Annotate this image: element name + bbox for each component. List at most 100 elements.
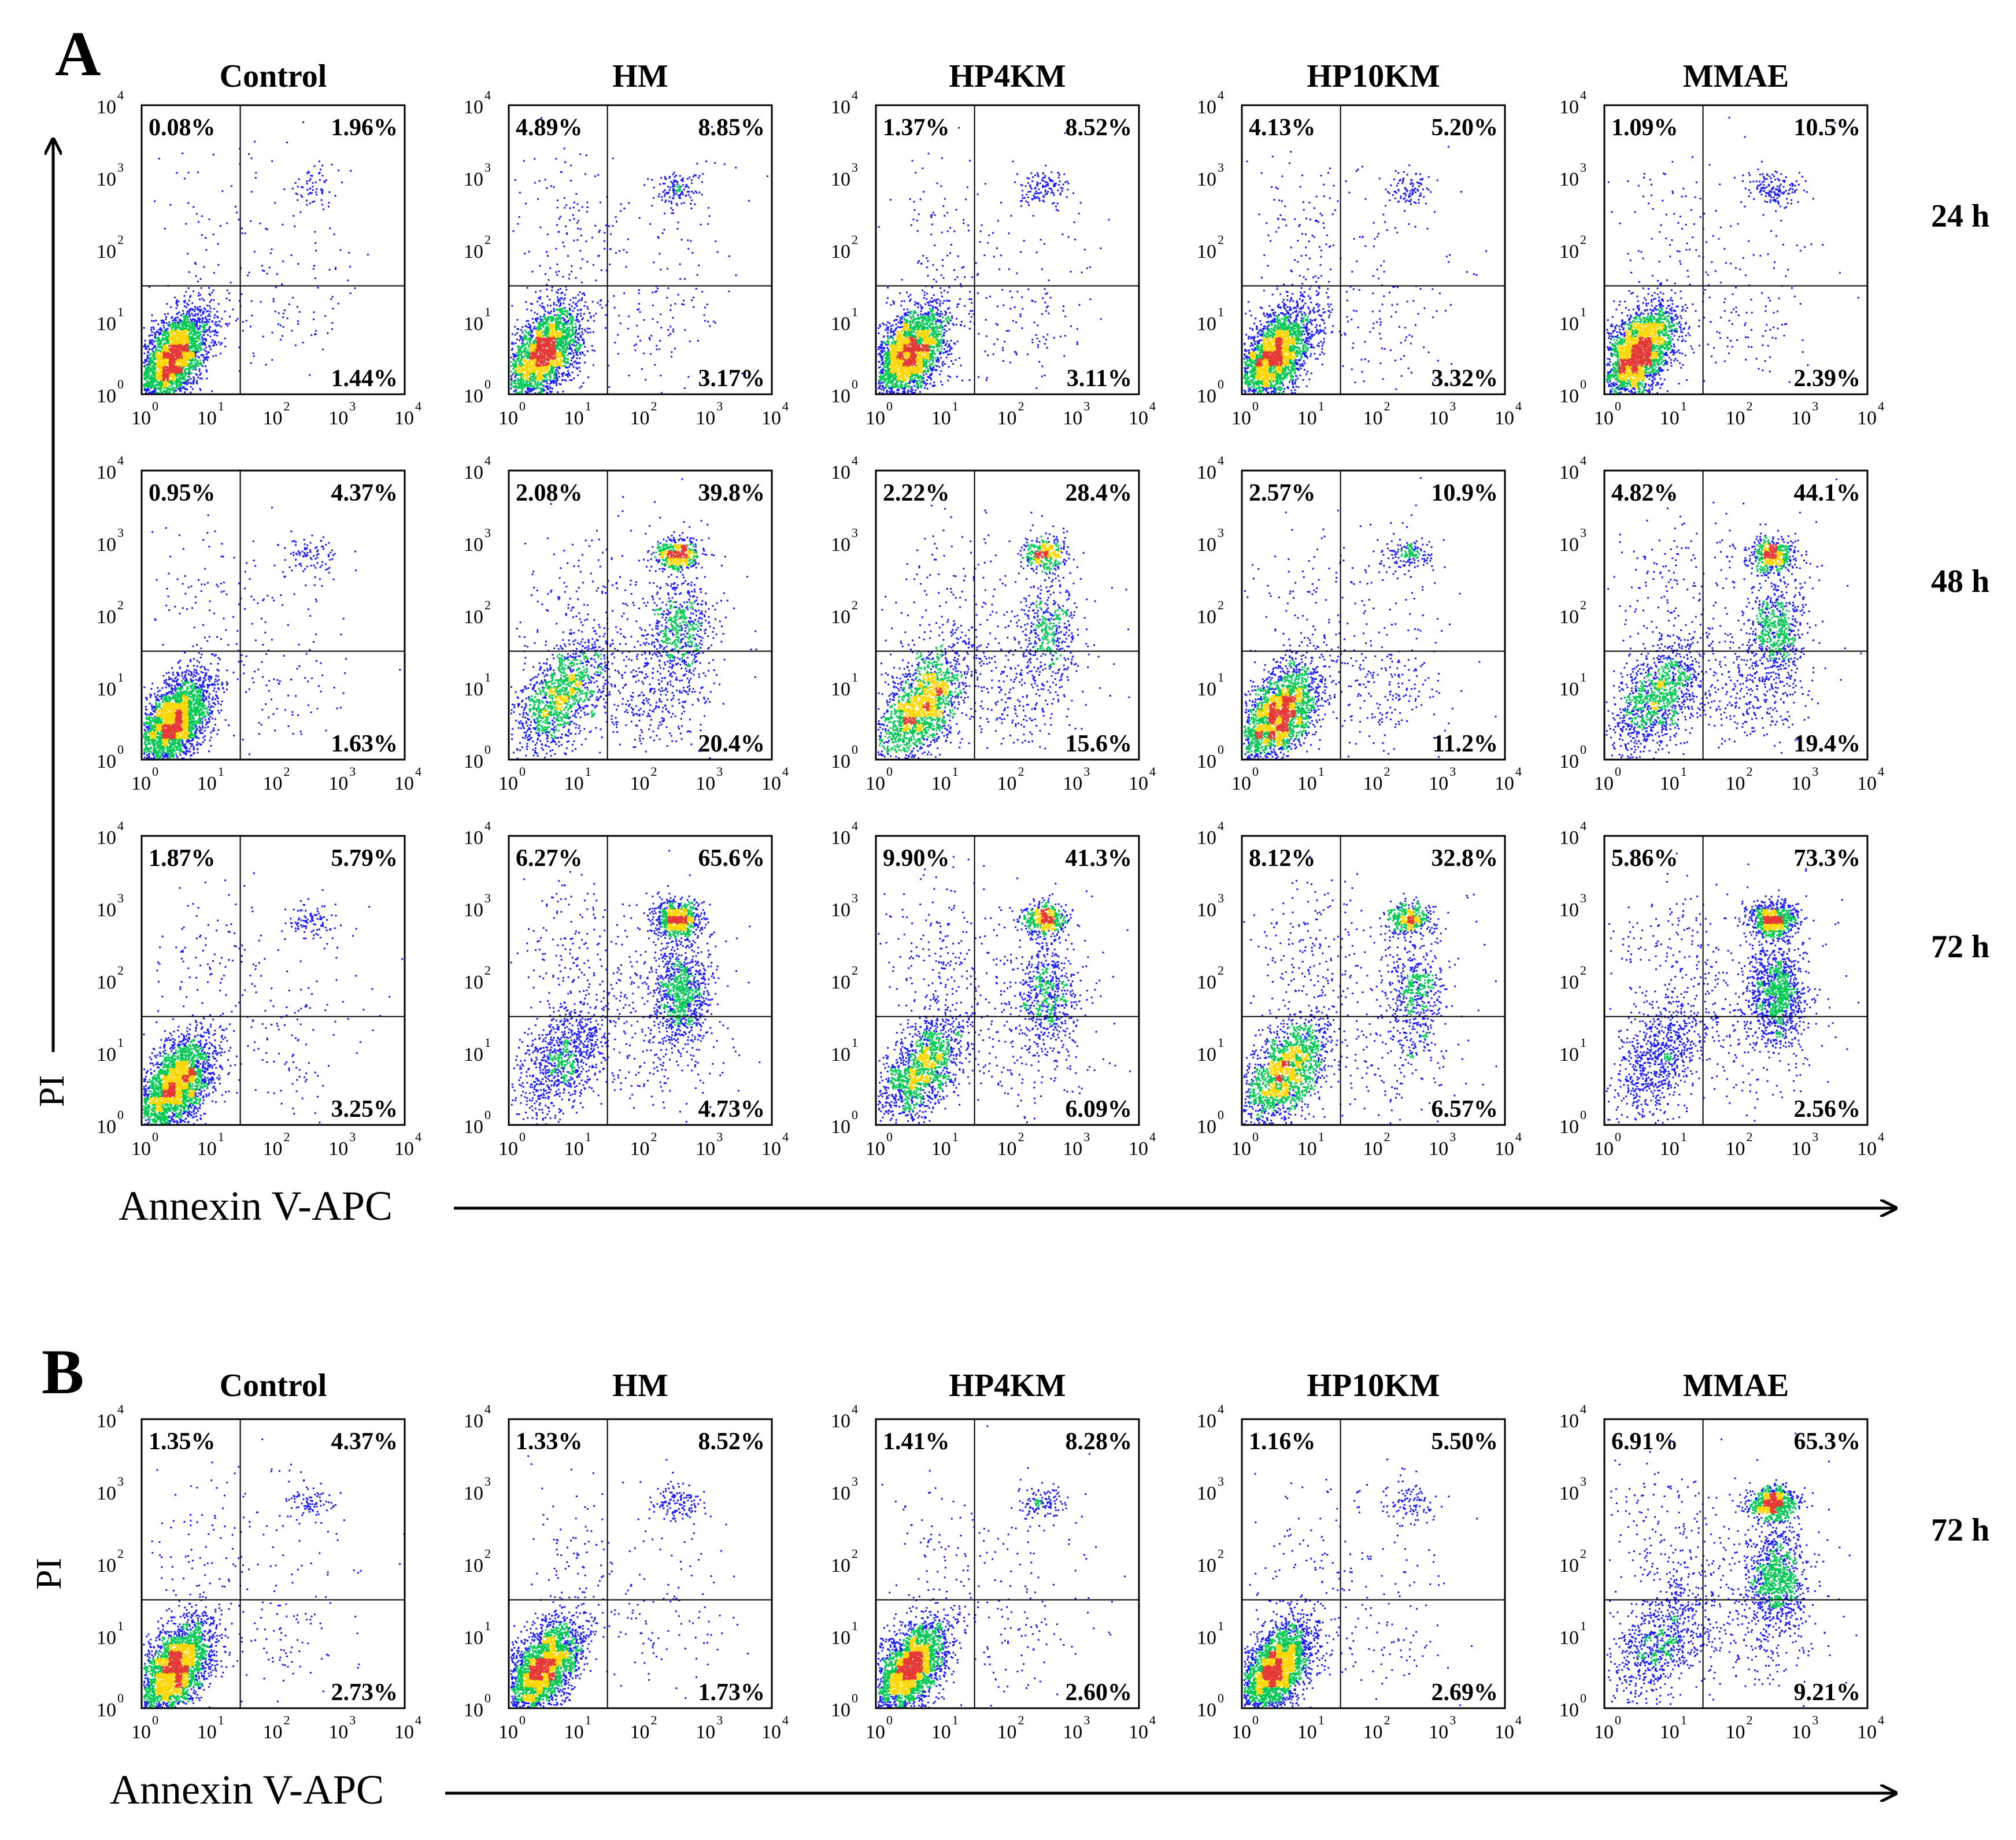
event-dot [199, 306, 201, 308]
event-dot [156, 331, 157, 333]
event-dot [199, 374, 201, 376]
event-dot [201, 309, 202, 310]
event-dot [176, 362, 177, 364]
event-dot [188, 333, 190, 335]
event-dot [205, 347, 207, 349]
event-dot [312, 201, 313, 203]
event-dot [158, 360, 160, 361]
event-dot [172, 341, 174, 343]
event-dot [157, 369, 158, 371]
event-dot [148, 389, 150, 391]
event-dot [164, 343, 166, 345]
event-dot [184, 358, 186, 360]
event-dot [214, 314, 216, 316]
event-dot [187, 372, 188, 374]
event-dot [334, 195, 336, 197]
event-dot [212, 321, 213, 323]
event-dot [157, 372, 158, 374]
event-dot [160, 342, 162, 344]
event-dot [185, 334, 187, 336]
event-dot [227, 325, 228, 327]
event-dot [194, 362, 196, 364]
event-dot [187, 310, 188, 312]
event-dot [151, 331, 153, 333]
event-dot [162, 350, 164, 351]
event-dot [232, 309, 234, 310]
event-dot [153, 392, 155, 394]
event-dot [180, 314, 182, 316]
event-dot [154, 358, 156, 360]
event-dot [177, 317, 179, 319]
event-dot [161, 320, 162, 321]
event-dot [147, 368, 149, 369]
event-dot [165, 348, 167, 350]
event-dot [184, 305, 186, 307]
event-dot [210, 299, 212, 301]
event-dot [185, 291, 187, 293]
event-dot [171, 333, 172, 335]
event-dot [214, 330, 216, 331]
event-dot [157, 324, 159, 325]
event-dot [165, 363, 167, 365]
event-dot [198, 319, 199, 321]
event-dot [189, 310, 191, 312]
event-dot [164, 354, 165, 356]
event-dot [310, 178, 312, 180]
event-dot [160, 382, 162, 383]
event-dot [182, 336, 184, 338]
event-dot [175, 371, 176, 372]
event-dot [191, 335, 193, 337]
event-dot [172, 387, 173, 388]
event-dot [151, 342, 153, 343]
event-dot [147, 381, 149, 383]
event-dot [193, 339, 195, 340]
event-dot [213, 290, 214, 291]
event-dot [157, 376, 159, 377]
event-dot [178, 312, 180, 313]
event-dot [189, 367, 191, 369]
event-dot [153, 382, 155, 383]
event-dot [170, 354, 172, 356]
event-dot [184, 295, 186, 297]
event-dot [154, 372, 156, 373]
event-dot [155, 320, 157, 321]
event-dot [197, 306, 198, 308]
event-dot [224, 310, 226, 312]
event-dot [205, 344, 206, 346]
event-dot [224, 346, 226, 347]
event-dot [194, 306, 196, 308]
event-dot [174, 323, 176, 324]
event-dot [183, 382, 184, 384]
event-dot [165, 346, 167, 348]
event-dot [210, 342, 212, 343]
event-dot [211, 390, 213, 392]
event-dot [179, 356, 180, 357]
event-dot [146, 390, 148, 392]
event-dot [316, 194, 317, 195]
event-dot [159, 375, 161, 377]
event-dot [167, 354, 168, 356]
event-dot [190, 339, 191, 340]
column-title-hp10km: HP10KM [1307, 58, 1440, 94]
event-dot [152, 377, 154, 379]
event-dot [169, 391, 171, 393]
event-dot [182, 345, 184, 347]
event-dot [160, 368, 161, 370]
event-dot [205, 331, 206, 332]
event-dot [177, 332, 179, 334]
event-dot [162, 383, 164, 385]
event-dot [201, 343, 202, 345]
event-dot [205, 317, 206, 319]
event-dot [168, 384, 169, 386]
event-dot [160, 350, 162, 352]
event-dot [174, 335, 176, 336]
event-dot [184, 330, 186, 331]
event-dot [199, 311, 201, 313]
event-dot [153, 390, 155, 391]
event-dot [193, 346, 195, 347]
event-dot [155, 363, 157, 365]
event-dot [199, 339, 201, 340]
event-dot [165, 356, 167, 358]
event-dot [189, 316, 191, 317]
event-dot [203, 360, 205, 361]
